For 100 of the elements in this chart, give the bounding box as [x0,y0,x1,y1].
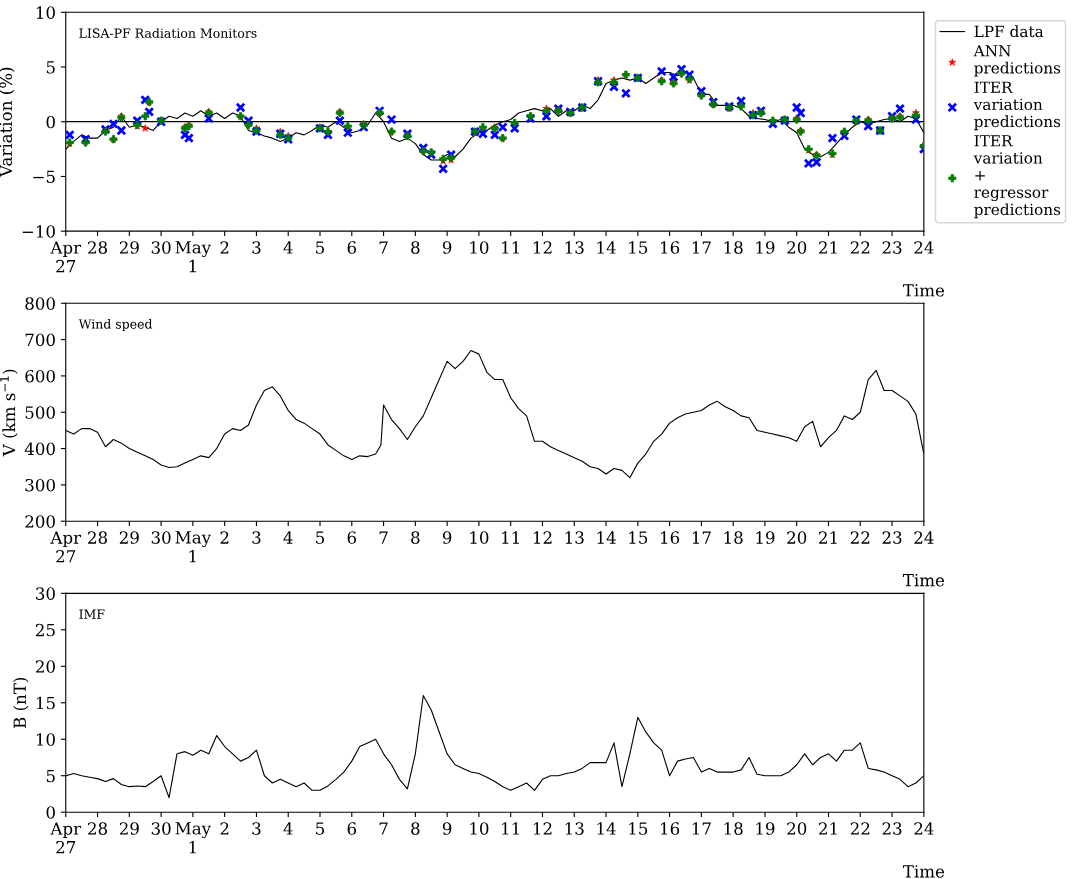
text: IMF [79,609,105,619]
x-tick-label: 20 [787,241,807,254]
y-tick-label: 700 [25,333,55,347]
x-tick-label: 6 [347,241,357,254]
x-tick-label: 21 [819,531,837,544]
x-tick-label: 7 [379,822,388,835]
y-tick-label: 0 [46,806,55,819]
x-tick-label: May 1 [175,531,212,563]
x-tick-label: 7 [379,531,388,544]
x-tick-label: 16 [661,822,680,835]
y-axis-title: B (nT) [13,677,29,729]
x-tick-label: 17 [692,531,711,544]
x-tick-label: May 1 [175,241,212,273]
x-tick-label: 30 [151,531,171,544]
x-tick-label: 18 [724,822,743,835]
x-tick-label: 13 [565,241,584,254]
y-tick-label: 10 [36,6,55,19]
y-tick-label: −10 [22,225,55,238]
x-tick-label: 15 [629,822,648,835]
y-tick-label: 400 [24,442,55,456]
x-tick-label: 23 [882,531,902,544]
x-tick-label: 12 [533,822,552,835]
x-tick-label: 16 [661,241,680,254]
x-tick-label: 3 [252,241,261,254]
x-tick-label: 14 [597,531,616,544]
x-tick-label: 28 [88,822,108,835]
x-tick-label: 3 [252,822,261,835]
x-tick-label: 4 [283,531,293,544]
x-tick-label: 7 [379,241,388,254]
x-tick-label: Apr 27 [50,241,82,273]
x-tick-label: 20 [787,822,807,835]
x-tick-label: 28 [88,531,108,544]
x-tick-label: 13 [565,822,584,835]
x-axis-title: Time [902,284,945,297]
y-tick-label: 0 [46,115,55,129]
x-tick-label: 6 [347,822,357,835]
x-tick-label: 21 [819,241,837,254]
x-tick-label: 6 [347,531,357,544]
x-tick-label: 5 [316,241,325,254]
x-tick-label: 22 [850,822,870,835]
x-tick-label: 28 [88,241,108,254]
x-tick-label: 3 [252,531,261,544]
x-tick-label: 29 [119,241,139,254]
x-tick-label: 10 [470,531,489,544]
y-tick-label: 30 [36,587,55,600]
legend-label: LPF data [974,25,1044,38]
x-tick-label: 5 [316,531,325,544]
y-tick-label: 200 [25,515,55,528]
y-tick-label: 600 [25,369,55,383]
x-tick-label: 22 [850,531,870,544]
legend-label: ANN predictions [973,45,1061,77]
x-tick-label: 10 [470,822,489,835]
x-tick-label: 8 [411,531,420,544]
x-tick-label: 4 [283,822,293,835]
y-tick-label: −5 [33,170,55,184]
text: Wind speed [78,319,153,332]
x-tick-label: 24 [914,241,934,254]
y-tick-label: 10 [36,733,55,746]
x-tick-label: 17 [692,241,711,254]
x-tick-label: 19 [756,531,775,544]
x-tick-label: 18 [724,241,743,254]
x-tick-label: 8 [411,822,420,835]
x-tick-label: 5 [316,822,325,835]
x-tick-label: 22 [850,241,870,254]
y-tick-label: 5 [46,769,55,783]
x-tick-label: 9 [442,241,452,254]
x-tick-label: 9 [442,531,452,544]
y-tick-label: 800 [25,297,55,310]
legend-label: ITER variation predictions [973,81,1061,131]
x-tick-label: Apr 27 [50,531,82,563]
x-tick-label: 19 [756,822,775,835]
x-tick-label: 2 [220,822,229,835]
y-tick-label: 300 [25,478,55,492]
x-tick-label: 2 [220,241,229,254]
x-axis-title: Time [902,573,945,587]
x-tick-label: 23 [882,241,902,254]
x-tick-label: 24 [914,531,934,544]
x-tick-label: 2 [220,531,229,544]
x-tick-label: 13 [565,531,584,544]
x-tick-label: 16 [661,531,680,544]
x-tick-label: 19 [756,241,775,254]
y-axis-title: V (km s$^{−1}$) [0,369,18,457]
x-tick-label: 11 [502,531,519,544]
y-tick-label: 20 [35,660,55,673]
legend-label: ITER variation + regressor predictions [973,135,1061,219]
x-tick-label: 15 [629,241,648,254]
x-tick-label: 30 [151,822,171,835]
x-tick-label: 29 [119,822,139,835]
x-tick-label: 14 [597,822,616,835]
x-tick-label: 8 [411,241,420,254]
x-tick-label: 11 [502,822,519,835]
x-tick-label: 23 [882,822,902,835]
x-tick-label: 15 [629,531,648,544]
x-tick-label: 11 [502,241,519,254]
y-axis-title: Variation (%) [0,67,15,178]
x-tick-label: Apr 27 [50,822,82,854]
y-tick-label: 15 [36,696,55,710]
x-tick-label: 12 [533,531,552,544]
y-tick-label: 5 [46,61,55,74]
x-tick-label: 21 [819,822,837,835]
